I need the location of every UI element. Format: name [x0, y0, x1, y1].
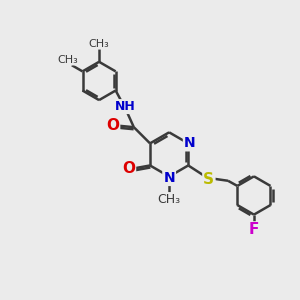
- Text: N: N: [184, 136, 196, 150]
- Text: CH₃: CH₃: [57, 55, 78, 65]
- Text: N: N: [163, 171, 175, 185]
- Text: O: O: [122, 161, 135, 176]
- Text: CH₃: CH₃: [158, 193, 181, 206]
- Text: CH₃: CH₃: [89, 39, 110, 49]
- Text: S: S: [203, 172, 214, 187]
- Text: NH: NH: [115, 100, 136, 113]
- Text: O: O: [106, 118, 119, 133]
- Text: F: F: [249, 222, 259, 237]
